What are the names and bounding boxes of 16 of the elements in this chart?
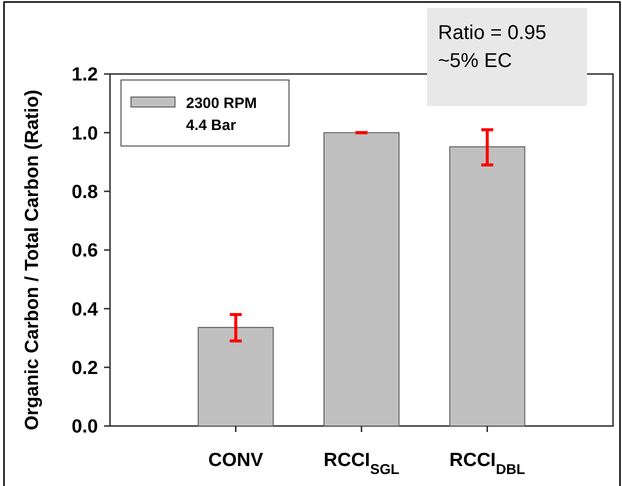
x-tick-label: RCCI$_{SGL}$	[324, 450, 400, 478]
y-tick-label: 0.4	[72, 299, 98, 320]
text: Ratio = 0.95 ~5% EC	[438, 22, 546, 72]
x-tick-label: RCCI$_{DBL}$	[449, 450, 526, 478]
bar	[449, 146, 526, 426]
y-axis-title: Organic Carbon / Total Carbon (Ratio)	[22, 90, 43, 430]
y-tick-label: 0.0	[72, 416, 98, 438]
y-tick-label: 0.8	[72, 182, 98, 203]
x-tick-label: CONV	[208, 450, 264, 471]
legend-label: 2300 RPM 4.4 Bar	[186, 95, 257, 134]
y-tick-label: 1.2	[72, 64, 98, 86]
y-tick-label: 0.2	[72, 358, 98, 379]
y-tick-label: 1.0	[72, 123, 98, 144]
bar	[324, 132, 400, 426]
y-tick-label: 0.6	[72, 240, 98, 262]
bar	[198, 326, 274, 426]
